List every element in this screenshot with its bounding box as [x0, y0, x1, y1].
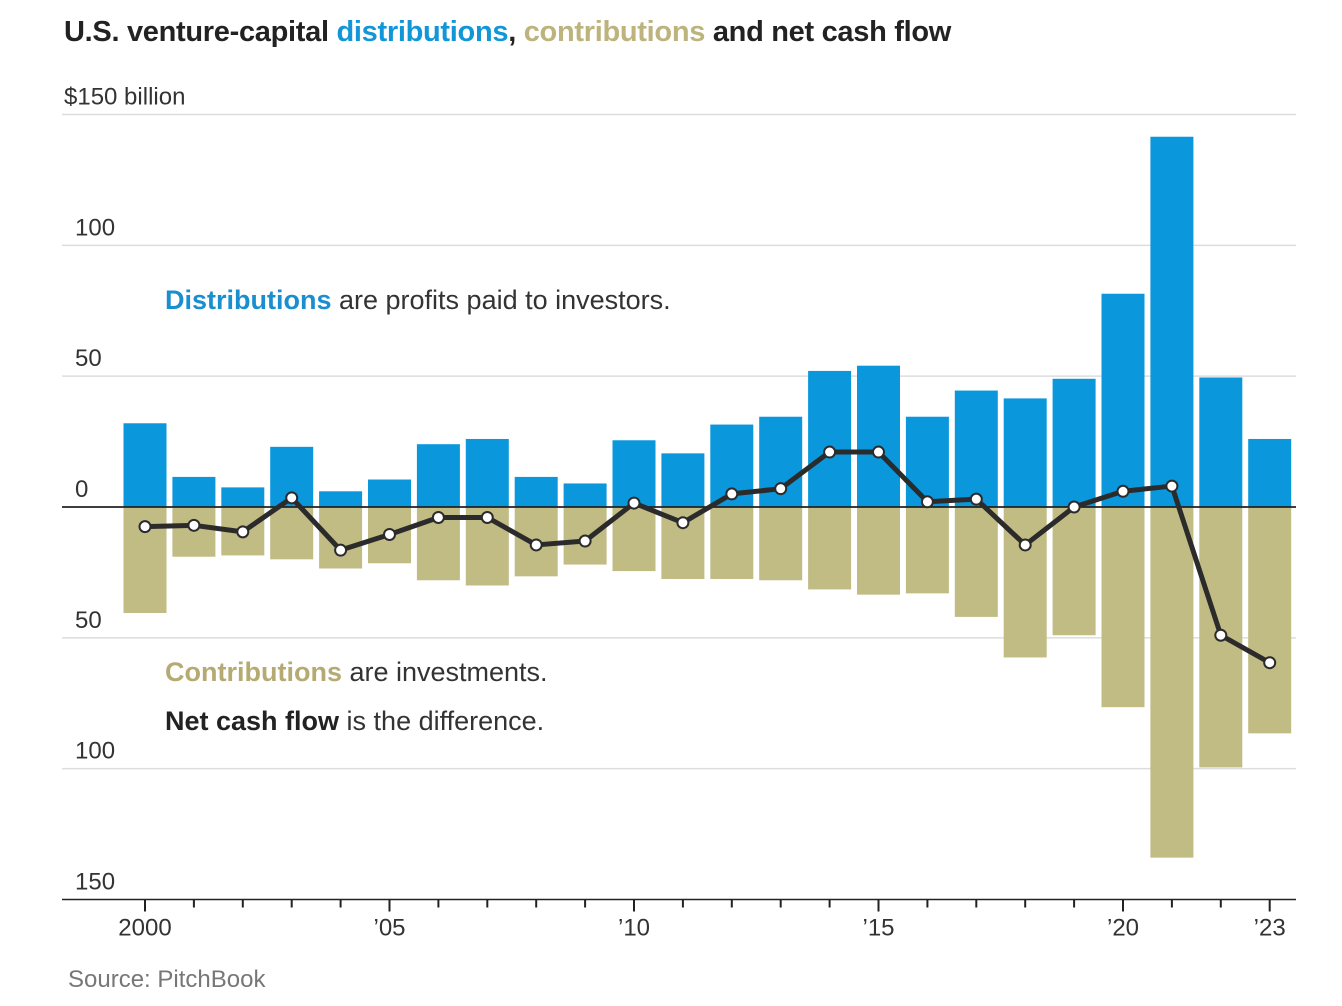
y-tick-label: 0 [75, 476, 88, 503]
net-cash-flow-point [138, 520, 152, 534]
distribution-bar [1199, 377, 1243, 507]
y-tick-label: 50 [75, 607, 102, 634]
distribution-bar [1101, 293, 1145, 507]
net-cash-flow-point [1018, 538, 1032, 552]
contribution-bar [710, 507, 754, 579]
contributions-annotation-text: are investments. [341, 657, 548, 687]
distribution-bar [319, 491, 363, 507]
distribution-bar [465, 438, 509, 507]
distribution-bar [563, 483, 607, 507]
net-cash-flow-point [774, 482, 788, 496]
net-cash-flow-line-group [138, 445, 1277, 670]
bars [123, 136, 1292, 858]
distributions-annotation: Distributions are profits paid to invest… [165, 285, 671, 316]
net-cash-flow-point [480, 510, 494, 524]
contribution-bar [759, 507, 803, 581]
distribution-bar [514, 476, 558, 507]
distribution-bar [661, 453, 705, 507]
y-tick-label: 100 [75, 214, 115, 241]
contribution-bar [1248, 507, 1292, 734]
net-cash-flow-point [529, 538, 543, 552]
y-tick-label: 50 [75, 345, 102, 372]
net-cash-flow-point [578, 534, 592, 548]
y-tick-label: $150 billion [64, 83, 185, 110]
source-note: Source: PitchBook [68, 966, 266, 993]
distribution-bar [905, 416, 949, 507]
contribution-bar [857, 507, 900, 595]
distributions-annotation-text: are profits paid to investors. [331, 285, 671, 315]
title-part-3: , [508, 16, 524, 48]
x-tick-label: ’10 [618, 915, 650, 942]
distribution-bar [808, 370, 852, 507]
distributions-key: Distributions [165, 285, 332, 315]
distribution-bar [221, 487, 265, 507]
net-cash-flow-point [383, 527, 396, 541]
net-cash-flow-point [431, 510, 445, 524]
distribution-bar [612, 440, 656, 507]
distribution-bar [1003, 398, 1047, 507]
x-tick-label: ’15 [862, 915, 894, 942]
distribution-bar [1150, 136, 1194, 508]
contribution-bar [954, 507, 998, 617]
net-cash-flow-point [725, 487, 739, 501]
distribution-bar [1052, 378, 1096, 507]
axes [62, 506, 1296, 912]
net-cash-flow-point [920, 495, 934, 509]
title-part-1: U.S. venture-capital [64, 16, 337, 48]
net-cash-flow-point [236, 525, 250, 539]
net-cash-flow-point [1165, 479, 1179, 493]
net-cash-flow-key: Net cash flow [165, 706, 340, 736]
net-cash-flow-point [1214, 628, 1228, 642]
net-cash-flow-point [334, 543, 348, 557]
y-tick-label: 100 [75, 738, 115, 765]
title-distributions: distributions [336, 16, 509, 48]
contribution-bar [612, 507, 656, 572]
distribution-bar [1248, 438, 1292, 507]
distribution-bar [368, 479, 411, 507]
net-cash-flow-point [1116, 484, 1130, 498]
chart-title: U.S. venture-capital distributions, cont… [64, 16, 951, 49]
net-cash-flow-annotation-text: is the difference. [339, 706, 545, 736]
x-tick-label: ’05 [373, 915, 405, 942]
contribution-bar [808, 507, 852, 590]
net-cash-flow-annotation: Net cash flow is the difference. [165, 706, 544, 737]
distribution-bar [857, 365, 900, 507]
net-cash-flow-point [676, 516, 690, 530]
contribution-bar [172, 507, 216, 557]
net-cash-flow-point [187, 518, 201, 532]
gridlines [62, 113, 1296, 770]
x-tick-label: ’20 [1107, 915, 1139, 942]
contribution-bar [1101, 507, 1145, 708]
distribution-bar [123, 423, 167, 507]
title-part-5: and net cash flow [705, 16, 952, 48]
title-contributions: contributions [523, 16, 706, 48]
contribution-bar [905, 507, 949, 594]
distribution-bar [416, 444, 460, 507]
contribution-bar [1150, 507, 1194, 858]
contributions-key: Contributions [165, 657, 342, 687]
net-cash-flow-point [969, 492, 983, 506]
contribution-bar [1052, 507, 1096, 636]
net-cash-flow-point [1263, 656, 1277, 670]
distribution-bar [954, 390, 998, 507]
net-cash-flow-point [1067, 500, 1081, 514]
net-cash-flow-line [142, 449, 1273, 666]
net-cash-flow-point [285, 491, 299, 505]
contribution-bar [319, 507, 363, 569]
net-cash-flow-point [627, 496, 641, 510]
net-cash-flow-point [872, 445, 885, 459]
contributions-annotation: Contributions are investments. [165, 657, 548, 688]
net-cash-flow-point [823, 445, 837, 459]
x-tick-label: 2000 [118, 915, 171, 942]
x-tick-label: ’23 [1254, 915, 1286, 942]
y-tick-label: 150 [75, 869, 115, 896]
distribution-bar [172, 476, 216, 507]
